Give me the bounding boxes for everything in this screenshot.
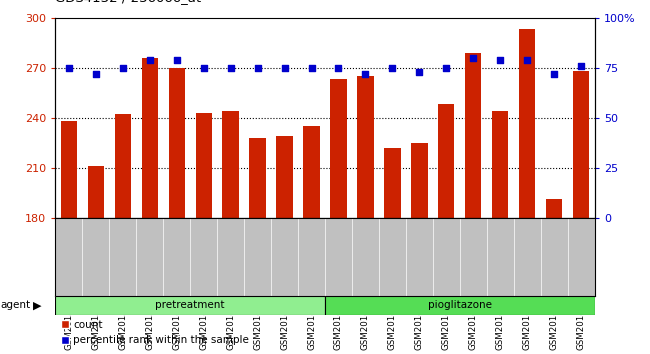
Point [360,71,370,76]
Text: agent: agent [0,300,30,310]
Text: ▶: ▶ [32,300,41,310]
Bar [222,111,239,218]
Point [226,65,236,70]
Point [333,65,344,70]
Point [252,65,263,70]
Bar [358,76,374,218]
Point [495,57,506,63]
Bar [492,111,508,218]
Point [198,65,209,70]
Point [144,57,155,63]
Bar [411,143,428,218]
Point [549,71,560,76]
Bar [330,79,346,218]
Point [576,63,586,69]
Text: pioglitazone: pioglitazone [428,300,492,310]
Bar [250,138,266,218]
Point [118,65,128,70]
Point [522,57,532,63]
Text: GDS4132 / 236066_at: GDS4132 / 236066_at [55,0,201,4]
Bar [55,296,325,315]
Bar [573,71,590,218]
Bar [325,296,595,315]
Text: pretreatment: pretreatment [155,300,225,310]
Bar [114,114,131,218]
Point [280,65,290,70]
Bar [142,58,158,218]
Point [387,65,398,70]
Bar [465,53,482,218]
Legend: count, percentile rank within the sample: count, percentile rank within the sample [60,320,249,345]
Point [90,71,101,76]
Point [64,65,74,70]
Bar [196,113,212,218]
Bar [60,121,77,218]
Bar [546,199,562,218]
Point [172,57,182,63]
Bar [304,126,320,218]
Point [441,65,452,70]
Point [306,65,317,70]
Bar [88,166,104,218]
Bar [276,136,292,218]
Point [468,55,478,61]
Bar [384,148,400,218]
Bar [519,29,536,218]
Bar [438,104,454,218]
Point [414,69,424,75]
Bar [168,68,185,218]
